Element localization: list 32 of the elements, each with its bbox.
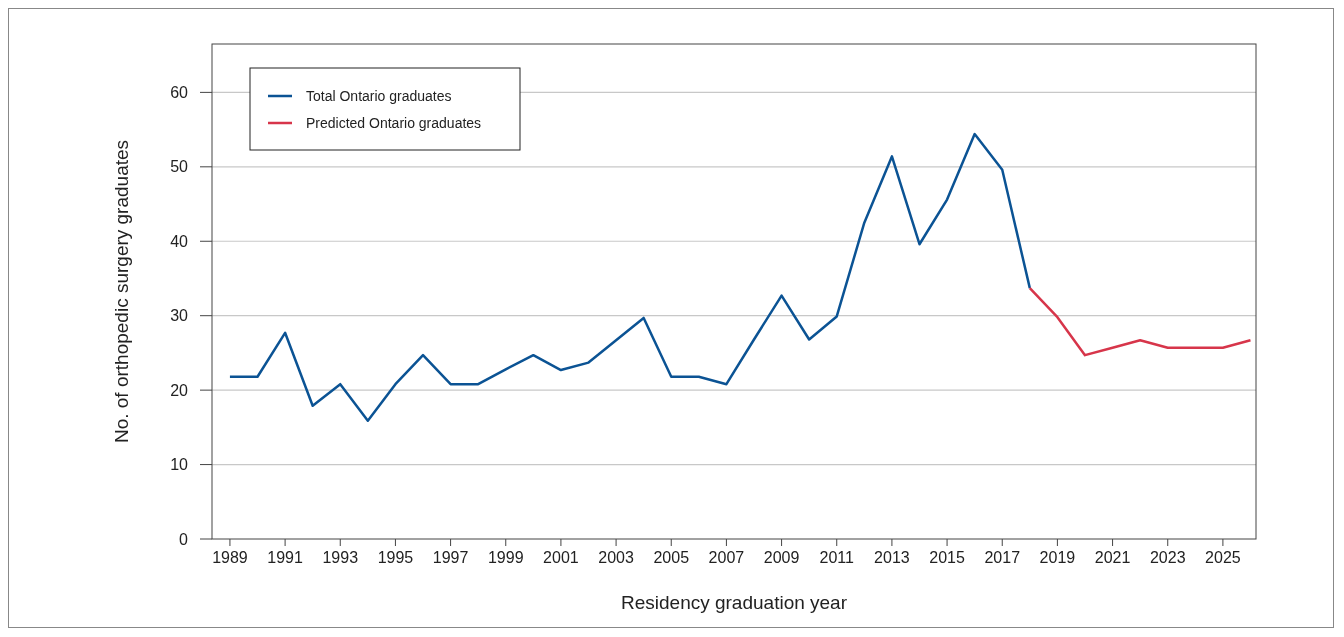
legend-label: Predicted Ontario graduates (306, 114, 482, 131)
x-tick-label: 2001 (543, 549, 579, 566)
x-tick-label: 2003 (598, 549, 634, 566)
y-tick-label: 60 (170, 83, 189, 101)
x-tick-label: 2011 (819, 549, 855, 566)
y-tick-label: 30 (170, 307, 189, 325)
x-tick-label: 2023 (1149, 549, 1186, 566)
y-axis-title: No. of orthopedic surgery graduates (111, 139, 132, 444)
x-tick-label: 2007 (708, 549, 745, 566)
x-tick-label: 1995 (377, 549, 414, 566)
x-tick-label: 2021 (1094, 549, 1131, 566)
x-tick-label: 2009 (763, 549, 800, 566)
y-tick-label: 50 (170, 158, 189, 176)
x-tick-label: 1991 (267, 549, 303, 566)
x-axis-title: Residency graduation year (620, 592, 848, 613)
x-tick-label: 1993 (322, 549, 359, 566)
x-tick-label: 1989 (212, 549, 248, 566)
x-tick-label: 2015 (929, 549, 965, 566)
x-tick-label: 1997 (432, 549, 469, 566)
y-tick-label: 40 (170, 232, 189, 250)
x-tick-label: 2025 (1205, 549, 1241, 566)
y-tick-label: 0 (179, 530, 189, 548)
x-tick-label: 2017 (984, 549, 1021, 566)
y-tick-label: 10 (170, 456, 189, 474)
x-tick-label: 2013 (874, 549, 910, 566)
legend-label: Total Ontario graduates (306, 87, 452, 104)
x-tick-label: 1999 (487, 549, 524, 566)
line-series (1028, 286, 1252, 357)
x-tick-label: 2005 (653, 549, 690, 566)
y-tick-label: 20 (170, 381, 189, 399)
x-tick-label: 2019 (1039, 549, 1076, 566)
line-series (228, 132, 1032, 422)
